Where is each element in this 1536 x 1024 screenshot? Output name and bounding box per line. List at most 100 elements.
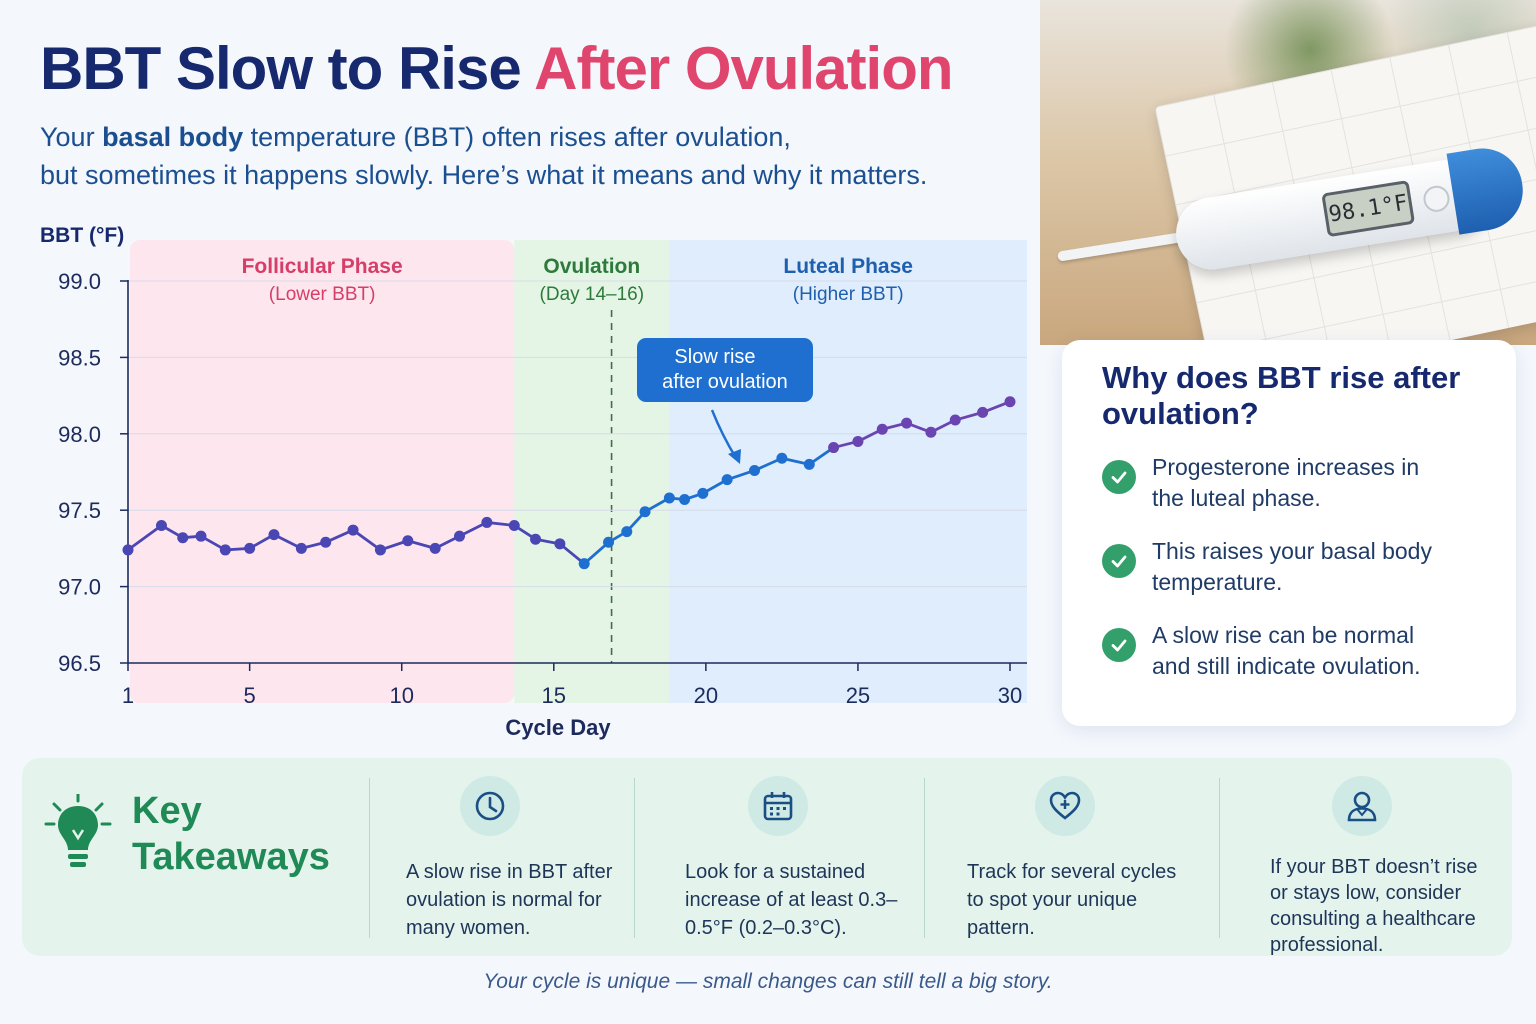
- takeaway-text: A slow rise in BBT after ovulation is no…: [406, 861, 613, 939]
- why-item: Progesterone increases in the luteal pha…: [1102, 452, 1482, 514]
- clock-icon: [460, 776, 520, 836]
- data-point: [852, 435, 864, 447]
- why-item-text: A slow rise can be normal and still indi…: [1152, 622, 1421, 679]
- check-icon: [1102, 628, 1136, 662]
- series-segment: [351, 528, 382, 552]
- data-point: [454, 530, 466, 542]
- data-point: [429, 542, 441, 554]
- y-tick-label: 97.0: [58, 575, 101, 600]
- data-point: [803, 458, 815, 470]
- doctor-icon: [1332, 776, 1392, 836]
- thermometer-cap: [1446, 142, 1529, 235]
- data-point: [949, 414, 961, 426]
- annotation-line2: after ovulation: [662, 371, 788, 393]
- series-segment: [126, 524, 163, 552]
- divider: [924, 778, 925, 938]
- page-subtitle: Your basal body temperature (BBT) often …: [40, 118, 1040, 194]
- data-point: [663, 492, 675, 504]
- data-point: [347, 524, 359, 536]
- y-tick-label: 97.5: [58, 498, 101, 523]
- phase-sublabel: (Higher BBT): [793, 284, 904, 305]
- annotation-arrowhead: [728, 449, 741, 464]
- data-point: [122, 544, 134, 556]
- phase-band: [669, 240, 1027, 703]
- data-point: [195, 530, 207, 542]
- bbt-series: [122, 396, 1016, 570]
- data-point: [320, 536, 332, 548]
- data-point: [828, 442, 840, 454]
- key-takeaways-header: Key Takeaways: [42, 788, 362, 880]
- data-point: [925, 426, 937, 438]
- data-point: [603, 536, 615, 548]
- data-point: [374, 544, 386, 556]
- data-point: [876, 423, 888, 435]
- subtitle-part1: Your: [40, 122, 103, 152]
- annotation-line1: Slow rise: [674, 346, 755, 368]
- check-icon: [1102, 544, 1136, 578]
- phase-label: Follicular Phase: [242, 255, 403, 278]
- heart-plus-icon: [1035, 776, 1095, 836]
- data-point: [679, 494, 691, 506]
- why-title: Why does BBT rise after ovulation?: [1102, 360, 1461, 431]
- title-accent: After Ovulation: [534, 35, 953, 102]
- data-point: [697, 487, 709, 499]
- page-title: BBT Slow to Rise After Ovulation: [40, 34, 954, 103]
- phase-label: Luteal Phase: [783, 255, 913, 278]
- thermometer-photo: 98.1°F: [1040, 0, 1536, 345]
- y-tick-label: 96.5: [58, 651, 101, 676]
- phase-sublabel: (Day 14–16): [540, 284, 645, 305]
- phase-sublabel: (Lower BBT): [269, 284, 376, 305]
- annotation-box: [637, 338, 813, 402]
- x-axis-label: Cycle Day: [505, 715, 611, 740]
- divider: [369, 778, 370, 938]
- subtitle-part2: temperature (BBT) often rises after ovul…: [243, 122, 791, 152]
- data-point: [402, 535, 414, 547]
- data-point: [1004, 396, 1016, 408]
- data-point: [177, 532, 189, 544]
- x-tick-label: 25: [846, 683, 870, 708]
- calendar-icon: [748, 776, 808, 836]
- takeaway-text: Track for several cycles to spot your un…: [967, 861, 1177, 939]
- divider: [634, 778, 635, 938]
- data-point: [621, 526, 633, 538]
- key-takeaways-panel: Key Takeaways A slow rise in BBT after o…: [22, 758, 1512, 956]
- subtitle-line2: but sometimes it happens slowly. Here’s …: [40, 160, 928, 190]
- lightbulb-icon: [44, 794, 112, 867]
- key-takeaways-label: Key Takeaways: [132, 790, 330, 878]
- data-point: [749, 464, 761, 476]
- data-point: [219, 544, 231, 556]
- why-item: This raises your basal body temperature.: [1102, 536, 1482, 598]
- why-card: Why does BBT rise after ovulation? Proge…: [1062, 340, 1516, 726]
- x-tick-label: 5: [244, 683, 256, 708]
- y-tick-label: 98.0: [58, 422, 101, 447]
- phase-bands: Follicular Phase (Lower BBT) Ovulation (Day…: [130, 240, 1027, 703]
- subtitle-bold: basal body: [102, 122, 244, 152]
- grid-lines: [128, 280, 1027, 588]
- axes: 99.098.598.097.597.096.51 5 10 15 20 25 30BBT …: [40, 224, 1027, 740]
- data-point: [578, 558, 590, 570]
- check-icon: [1102, 460, 1136, 494]
- data-point: [155, 519, 167, 531]
- data-point: [295, 542, 307, 554]
- x-tick-label: 30: [998, 683, 1022, 708]
- data-point: [639, 506, 651, 518]
- divider: [1219, 778, 1220, 938]
- x-tick-label: 1: [122, 683, 134, 708]
- y-tick-label: 99.0: [58, 269, 101, 294]
- data-point: [554, 538, 566, 550]
- data-point: [268, 529, 280, 541]
- why-item-text: This raises your basal body temperature.: [1152, 538, 1432, 595]
- phase-band: [130, 240, 515, 703]
- why-item: A slow rise can be normal and still indi…: [1102, 620, 1482, 682]
- data-point: [977, 406, 989, 418]
- takeaway-text: Look for a sustained increase of at leas…: [685, 861, 898, 939]
- y-axis-label: BBT (°F): [40, 224, 124, 247]
- thermometer-tip: [1057, 231, 1188, 262]
- data-point: [721, 474, 733, 486]
- data-point: [901, 417, 913, 429]
- data-point: [776, 452, 788, 464]
- takeaway-text: If your BBT doesn’t rise or stays low, c…: [1270, 856, 1478, 956]
- data-point: [508, 519, 520, 531]
- bbt-chart: Follicular Phase (Lower BBT) Ovulation (Day…: [40, 224, 1027, 740]
- y-tick-label: 98.5: [58, 345, 101, 370]
